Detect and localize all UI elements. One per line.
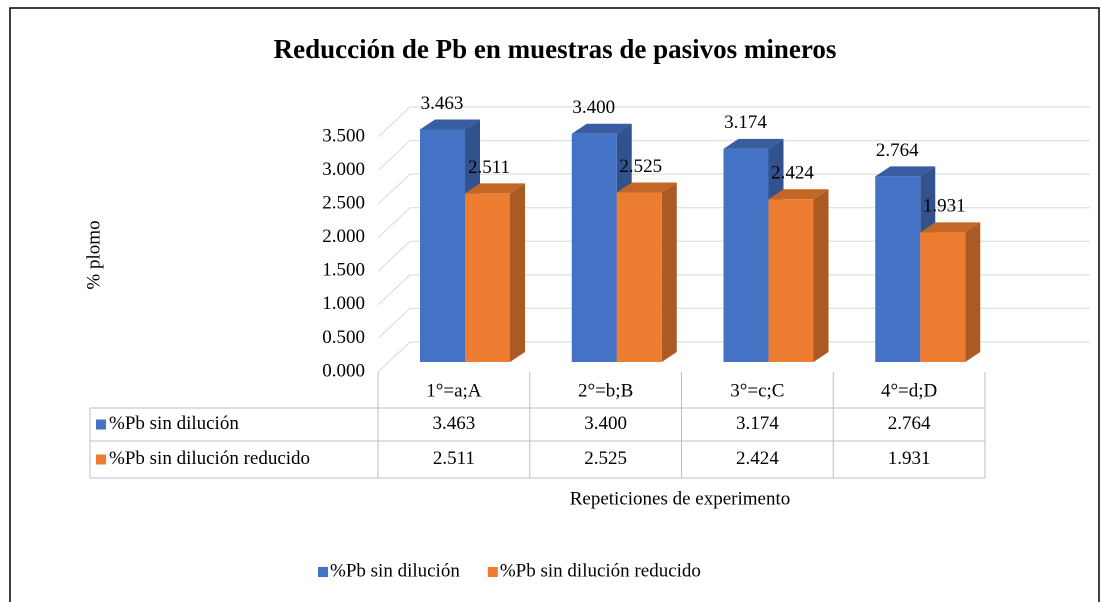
bar <box>571 133 617 362</box>
legend-label: %Pb sin dilución reducido <box>500 560 701 581</box>
table-cell: 2.424 <box>736 448 779 469</box>
x-tick-label: 1°=a;A <box>426 380 482 401</box>
bar <box>465 193 510 362</box>
data-label: 2.764 <box>876 140 919 161</box>
data-label: 2.511 <box>468 157 510 178</box>
bar-top <box>420 119 480 130</box>
bar-top <box>465 183 525 194</box>
data-label: 2.525 <box>619 156 662 177</box>
bar-side <box>510 183 525 362</box>
x-tick-label: 4°=d;D <box>881 380 937 401</box>
table-cell: 3.174 <box>736 413 779 434</box>
bar-side <box>661 182 677 362</box>
y-tick-label: 2.000 <box>322 226 365 247</box>
bar-top <box>875 166 936 177</box>
grid-line <box>377 308 411 339</box>
bar-top <box>768 189 829 200</box>
y-tick-label: 1.000 <box>322 293 365 314</box>
legend-key <box>318 567 328 577</box>
data-label: 2.424 <box>771 163 814 184</box>
data-label: 3.463 <box>421 93 464 114</box>
table-legend-key <box>96 419 106 430</box>
y-axis-label: % plomo <box>83 220 104 289</box>
bar <box>723 148 769 362</box>
x-tick-label: 2°=b;B <box>578 380 633 401</box>
data-label: 3.400 <box>572 97 615 118</box>
table-cell: 2.764 <box>888 413 931 434</box>
legend-key <box>487 567 498 577</box>
bar-side <box>965 222 981 362</box>
y-tick-label: 3.500 <box>322 125 365 146</box>
bar <box>616 192 662 362</box>
table-row-label: %Pb sin dilución <box>109 413 239 434</box>
grid-line <box>377 274 411 306</box>
table-cell: 3.400 <box>584 413 627 434</box>
table-cell: 3.463 <box>433 413 476 434</box>
bar <box>768 199 814 362</box>
bar <box>420 129 465 362</box>
y-tick-label: 2.500 <box>322 193 365 214</box>
bar <box>920 232 966 362</box>
grid-line <box>377 106 411 138</box>
data-label: 3.174 <box>724 112 767 133</box>
data-label: 1.931 <box>923 196 966 217</box>
bar-top <box>920 222 981 233</box>
y-tick-label: 0.000 <box>322 360 365 381</box>
x-tick-label: 3°=c;C <box>730 380 784 401</box>
y-tick-label: 3.000 <box>322 159 365 180</box>
legend-label: %Pb sin dilución <box>330 560 460 581</box>
table-cell: 1.931 <box>888 448 931 469</box>
bar-top <box>571 123 632 134</box>
grid-line <box>377 173 411 205</box>
grid-line <box>377 341 411 373</box>
bar-top <box>723 138 784 149</box>
table-legend-key <box>96 454 106 465</box>
y-tick-label: 0.500 <box>322 327 365 348</box>
y-tick-label: 1.500 <box>322 260 365 281</box>
table-cell: 2.511 <box>433 448 475 469</box>
bar <box>875 176 921 362</box>
chart-title: Reducción de Pb en muestras de pasivos m… <box>274 34 837 64</box>
bar-side <box>813 189 829 362</box>
grid-line <box>377 140 411 171</box>
table-cell: 2.525 <box>584 448 627 469</box>
grid-line <box>377 207 411 239</box>
bar-top <box>616 182 677 193</box>
grid-line <box>377 240 411 272</box>
table-row-label: %Pb sin dilución reducido <box>109 448 310 469</box>
x-axis-label: Repeticiones de experimento <box>570 488 791 509</box>
